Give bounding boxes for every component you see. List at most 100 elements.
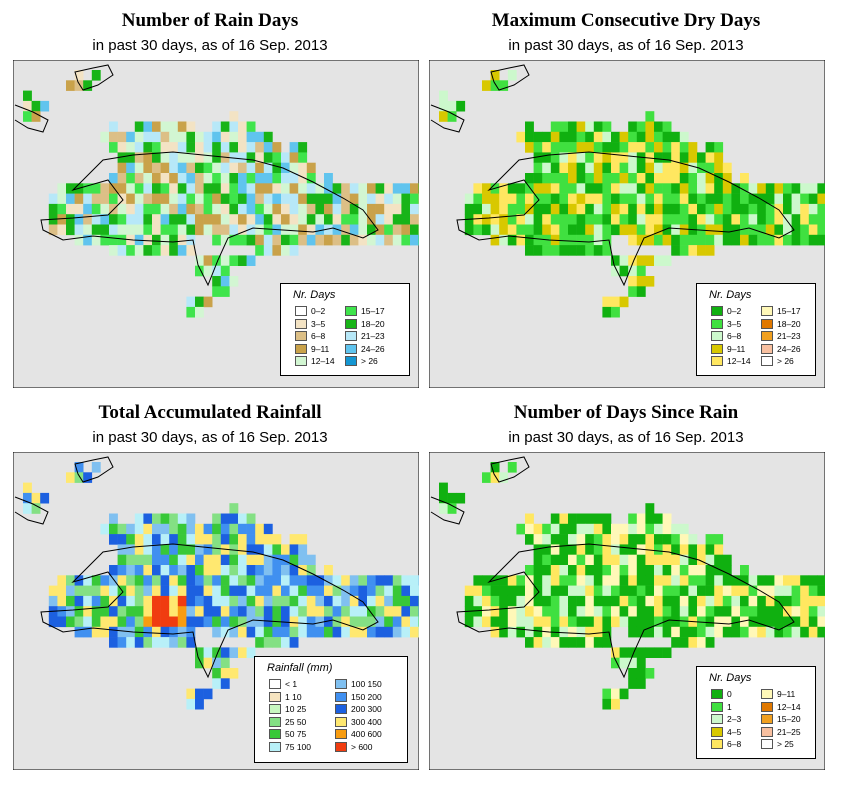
grid-cell [636, 595, 646, 607]
grid-cell [628, 224, 638, 236]
grid-cell [31, 492, 41, 504]
grid-cell [533, 575, 543, 586]
grid-cell [349, 203, 359, 215]
grid-cell [611, 173, 620, 184]
grid-cell [358, 595, 368, 607]
grid-cell [602, 245, 612, 256]
grid-cell [490, 585, 500, 597]
grid-cell [298, 173, 308, 184]
grid-cell [636, 606, 646, 617]
grid-cell [134, 575, 144, 586]
grid-cell [611, 224, 620, 236]
grid-cell [499, 616, 509, 628]
grid-cell [542, 214, 552, 225]
grid-cell [117, 142, 127, 153]
grid-cell [757, 595, 767, 607]
grid-cell [679, 523, 689, 535]
grid-cell [272, 245, 282, 256]
grid-cell [160, 626, 170, 638]
grid-cell [628, 214, 638, 225]
grid-cell [550, 203, 560, 215]
grid-cell [662, 626, 672, 638]
legend-label: 24–26 [777, 343, 801, 354]
grid-cell [611, 565, 620, 576]
coastline [430, 104, 465, 133]
grid-cell [212, 616, 222, 628]
grid-cell [740, 234, 749, 246]
grid-cell [315, 616, 325, 628]
grid-cell [195, 575, 204, 586]
grid-cell [263, 142, 273, 153]
grid-cell [576, 245, 586, 256]
grid-cell [688, 162, 698, 174]
legend-label: > 26 [777, 356, 794, 366]
grid-cell [186, 306, 196, 318]
grid-cell [482, 224, 491, 236]
grid-cell [384, 183, 394, 194]
grid-cell [525, 142, 534, 153]
grid-cell [126, 616, 136, 628]
grid-cell [238, 544, 247, 555]
grid-cell [602, 173, 612, 184]
grid-cell [817, 224, 825, 236]
grid-cell [289, 575, 299, 586]
grid-cell [602, 595, 612, 607]
grid-cell [229, 595, 239, 607]
grid-cell [186, 606, 196, 617]
grid-cell [410, 224, 419, 236]
grid-cell [358, 585, 368, 597]
grid-cell [662, 544, 672, 555]
legend-label: 12–14 [311, 356, 335, 366]
grid-cell [238, 203, 247, 215]
grid-cell [289, 142, 299, 153]
grid-cell [160, 544, 170, 555]
grid-cell [628, 606, 638, 617]
grid-cell [229, 131, 239, 143]
grid-cell [740, 585, 749, 597]
grid-cell [593, 245, 603, 256]
grid-cell [48, 595, 58, 607]
grid-cell [109, 245, 118, 256]
grid-cell [593, 214, 603, 225]
grid-cell [559, 544, 569, 555]
grid-cell [57, 193, 67, 205]
grid-cell [654, 152, 663, 163]
grid-cell [645, 142, 655, 153]
grid-cell [246, 173, 256, 184]
grid-cell [791, 224, 801, 236]
grid-cell [722, 565, 732, 576]
grid-cell [341, 606, 351, 617]
grid-cell [705, 203, 715, 215]
grid-cell [195, 544, 204, 555]
grid-cell [516, 585, 526, 597]
grid-cell [272, 173, 282, 184]
grid-cell [143, 234, 153, 246]
grid-cell [765, 203, 775, 215]
grid-cell [367, 585, 376, 597]
grid-cell [774, 595, 784, 607]
grid-cell [134, 183, 144, 194]
grid-cell [177, 554, 187, 566]
grid-cell [169, 224, 179, 236]
grid-cell [447, 503, 457, 514]
grid-cell [306, 554, 316, 566]
grid-cell [499, 626, 509, 638]
grid-cell [619, 688, 629, 700]
grid-cell [671, 554, 681, 566]
grid-cell [160, 554, 170, 566]
grid-cell [516, 616, 526, 628]
grid-cell [160, 203, 170, 215]
grid-cell [636, 523, 646, 535]
grid-cell [160, 214, 170, 225]
coastline [456, 151, 795, 287]
grid-cell [473, 183, 483, 194]
grid-cell [220, 513, 230, 525]
grid-cell [714, 565, 724, 576]
grid-cell [731, 203, 741, 215]
grid-cell [645, 554, 655, 566]
grid-cell [315, 585, 325, 597]
grid-cell [722, 606, 732, 617]
legend-swatch [761, 714, 773, 724]
grid-cell [602, 296, 612, 308]
grid-cell [263, 595, 273, 607]
